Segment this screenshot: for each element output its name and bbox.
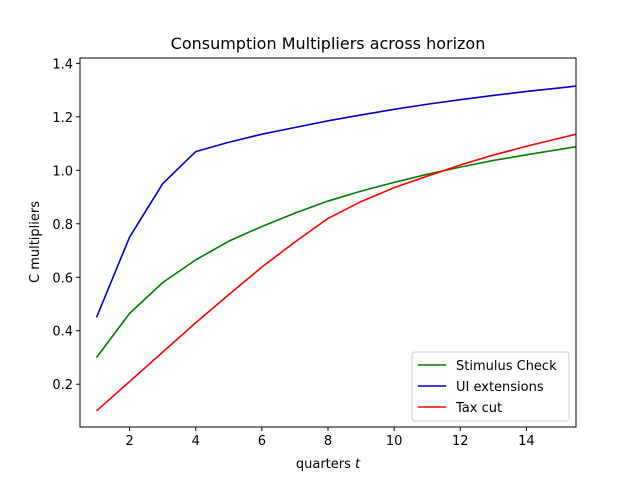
y-tick-label: 1.0: [52, 164, 73, 179]
series-line-stimulus-check: [95, 145, 577, 358]
chart-title: Consumption Multipliers across horizon: [171, 34, 486, 53]
y-axis-label: C multipliers: [28, 201, 43, 283]
x-tick-label: 4: [192, 434, 200, 449]
x-tick-label: 2: [125, 434, 133, 449]
x-tick-label: 14: [518, 434, 535, 449]
ticks-layer: 2 4 6 8 10 12 14 0.2 0.4 0.6 0.8 1.0 1.2 1.4: [52, 57, 534, 449]
x-axis-label: quarters t: [296, 457, 361, 472]
legend-label-ui-extensions: UI extensions: [456, 380, 544, 395]
x-tick-label: 12: [452, 434, 469, 449]
y-tick-label: 1.2: [52, 111, 73, 126]
plot-frame: [79, 57, 577, 428]
chart-legend: Stimulus Check UI extensions Tax cut: [411, 351, 570, 422]
series-line-tax-cut: [95, 133, 577, 412]
legend-frame: [411, 351, 570, 422]
x-tick-label: 8: [324, 434, 332, 449]
y-tick-label: 1.4: [52, 57, 73, 72]
x-tick-label: 10: [386, 434, 403, 449]
y-tick-label: 0.6: [52, 271, 73, 286]
series-line-ui-extensions: [95, 85, 577, 318]
y-tick-label: 0.2: [52, 378, 73, 393]
legend-label-stimulus-check: Stimulus Check: [456, 359, 557, 374]
x-tick-label: 6: [258, 434, 266, 449]
series-layer: [95, 85, 577, 412]
y-tick-label: 0.8: [52, 218, 73, 233]
legend-label-tax-cut: Tax cut: [455, 401, 502, 416]
y-tick-label: 0.4: [52, 325, 73, 340]
